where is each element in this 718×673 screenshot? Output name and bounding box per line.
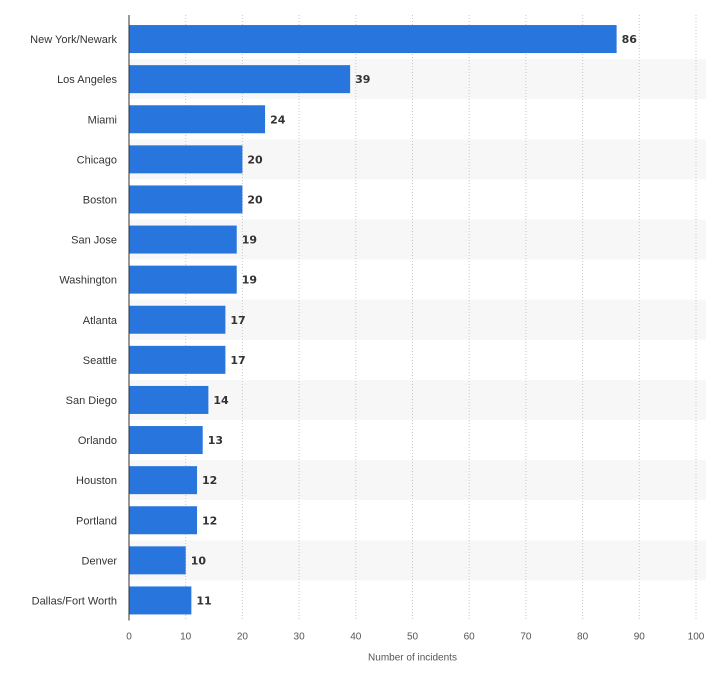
bar[interactable]: [129, 265, 237, 294]
value-label: 13: [208, 434, 223, 447]
value-label: 19: [242, 234, 257, 247]
category-label: Houston: [76, 475, 117, 487]
value-label: 20: [247, 153, 263, 166]
category-label: Los Angeles: [57, 74, 117, 86]
bar[interactable]: [129, 305, 226, 334]
category-label: San Diego: [66, 395, 117, 407]
value-label: 17: [230, 354, 245, 367]
x-tick-label: 20: [237, 632, 249, 643]
bar[interactable]: [129, 345, 226, 374]
x-tick-label: 0: [126, 632, 132, 643]
value-label: 11: [196, 594, 211, 607]
value-label: 20: [247, 193, 263, 206]
x-tick-label: 100: [688, 632, 705, 643]
category-label: Washington: [59, 275, 117, 287]
bar[interactable]: [129, 385, 209, 414]
bar[interactable]: [129, 426, 203, 455]
value-labels: 86 39 24 20 20 19 19 17 17 14 13 12 12 10 11: [191, 33, 638, 607]
x-tick-label: 80: [577, 632, 589, 643]
value-label: 12: [202, 514, 217, 527]
x-tick-label: 70: [520, 632, 532, 643]
x-tick-labels: 0 10 20 30 40 50 60 70 80 90 100: [126, 632, 705, 643]
value-label: 86: [622, 33, 638, 46]
value-label: 19: [242, 274, 257, 287]
category-label: Miami: [88, 114, 117, 126]
value-label: 14: [213, 394, 229, 407]
x-tick-label: 40: [350, 632, 362, 643]
x-tick-label: 90: [634, 632, 646, 643]
category-label: Seattle: [83, 355, 117, 367]
category-label: San Jose: [71, 235, 117, 247]
bar[interactable]: [129, 225, 237, 254]
x-tick-label: 50: [407, 632, 419, 643]
row-band: [129, 460, 706, 501]
bar[interactable]: [129, 546, 186, 575]
category-label: Orlando: [78, 435, 117, 447]
category-label: Portland: [76, 515, 117, 527]
category-label: Boston: [83, 194, 117, 206]
x-tick-label: 10: [180, 632, 192, 643]
category-label: Denver: [82, 555, 118, 567]
value-label: 12: [202, 474, 217, 487]
bar[interactable]: [129, 466, 198, 495]
category-label: Dallas/Fort Worth: [32, 595, 117, 607]
x-tick-label: 60: [464, 632, 476, 643]
category-label: Atlanta: [83, 315, 118, 327]
category-label: New York/Newark: [30, 34, 117, 46]
bar[interactable]: [129, 25, 617, 54]
bar[interactable]: [129, 105, 266, 134]
row-bands: [129, 59, 706, 581]
bar[interactable]: [129, 65, 351, 94]
bars: [129, 25, 617, 615]
x-tick-label: 30: [294, 632, 306, 643]
value-label: 39: [355, 73, 370, 86]
category-labels: New York/Newark Los Angeles Miami Chicago Bo…: [30, 34, 118, 607]
row-band: [129, 379, 706, 420]
category-label: Chicago: [77, 154, 117, 166]
bar[interactable]: [129, 506, 198, 535]
bar[interactable]: [129, 185, 243, 214]
bar[interactable]: [129, 145, 243, 174]
bar[interactable]: [129, 586, 192, 615]
value-label: 17: [230, 314, 245, 327]
value-label: 24: [270, 113, 286, 126]
row-band: [129, 540, 706, 581]
x-axis-title: Number of incidents: [368, 653, 457, 664]
value-label: 10: [191, 554, 207, 567]
